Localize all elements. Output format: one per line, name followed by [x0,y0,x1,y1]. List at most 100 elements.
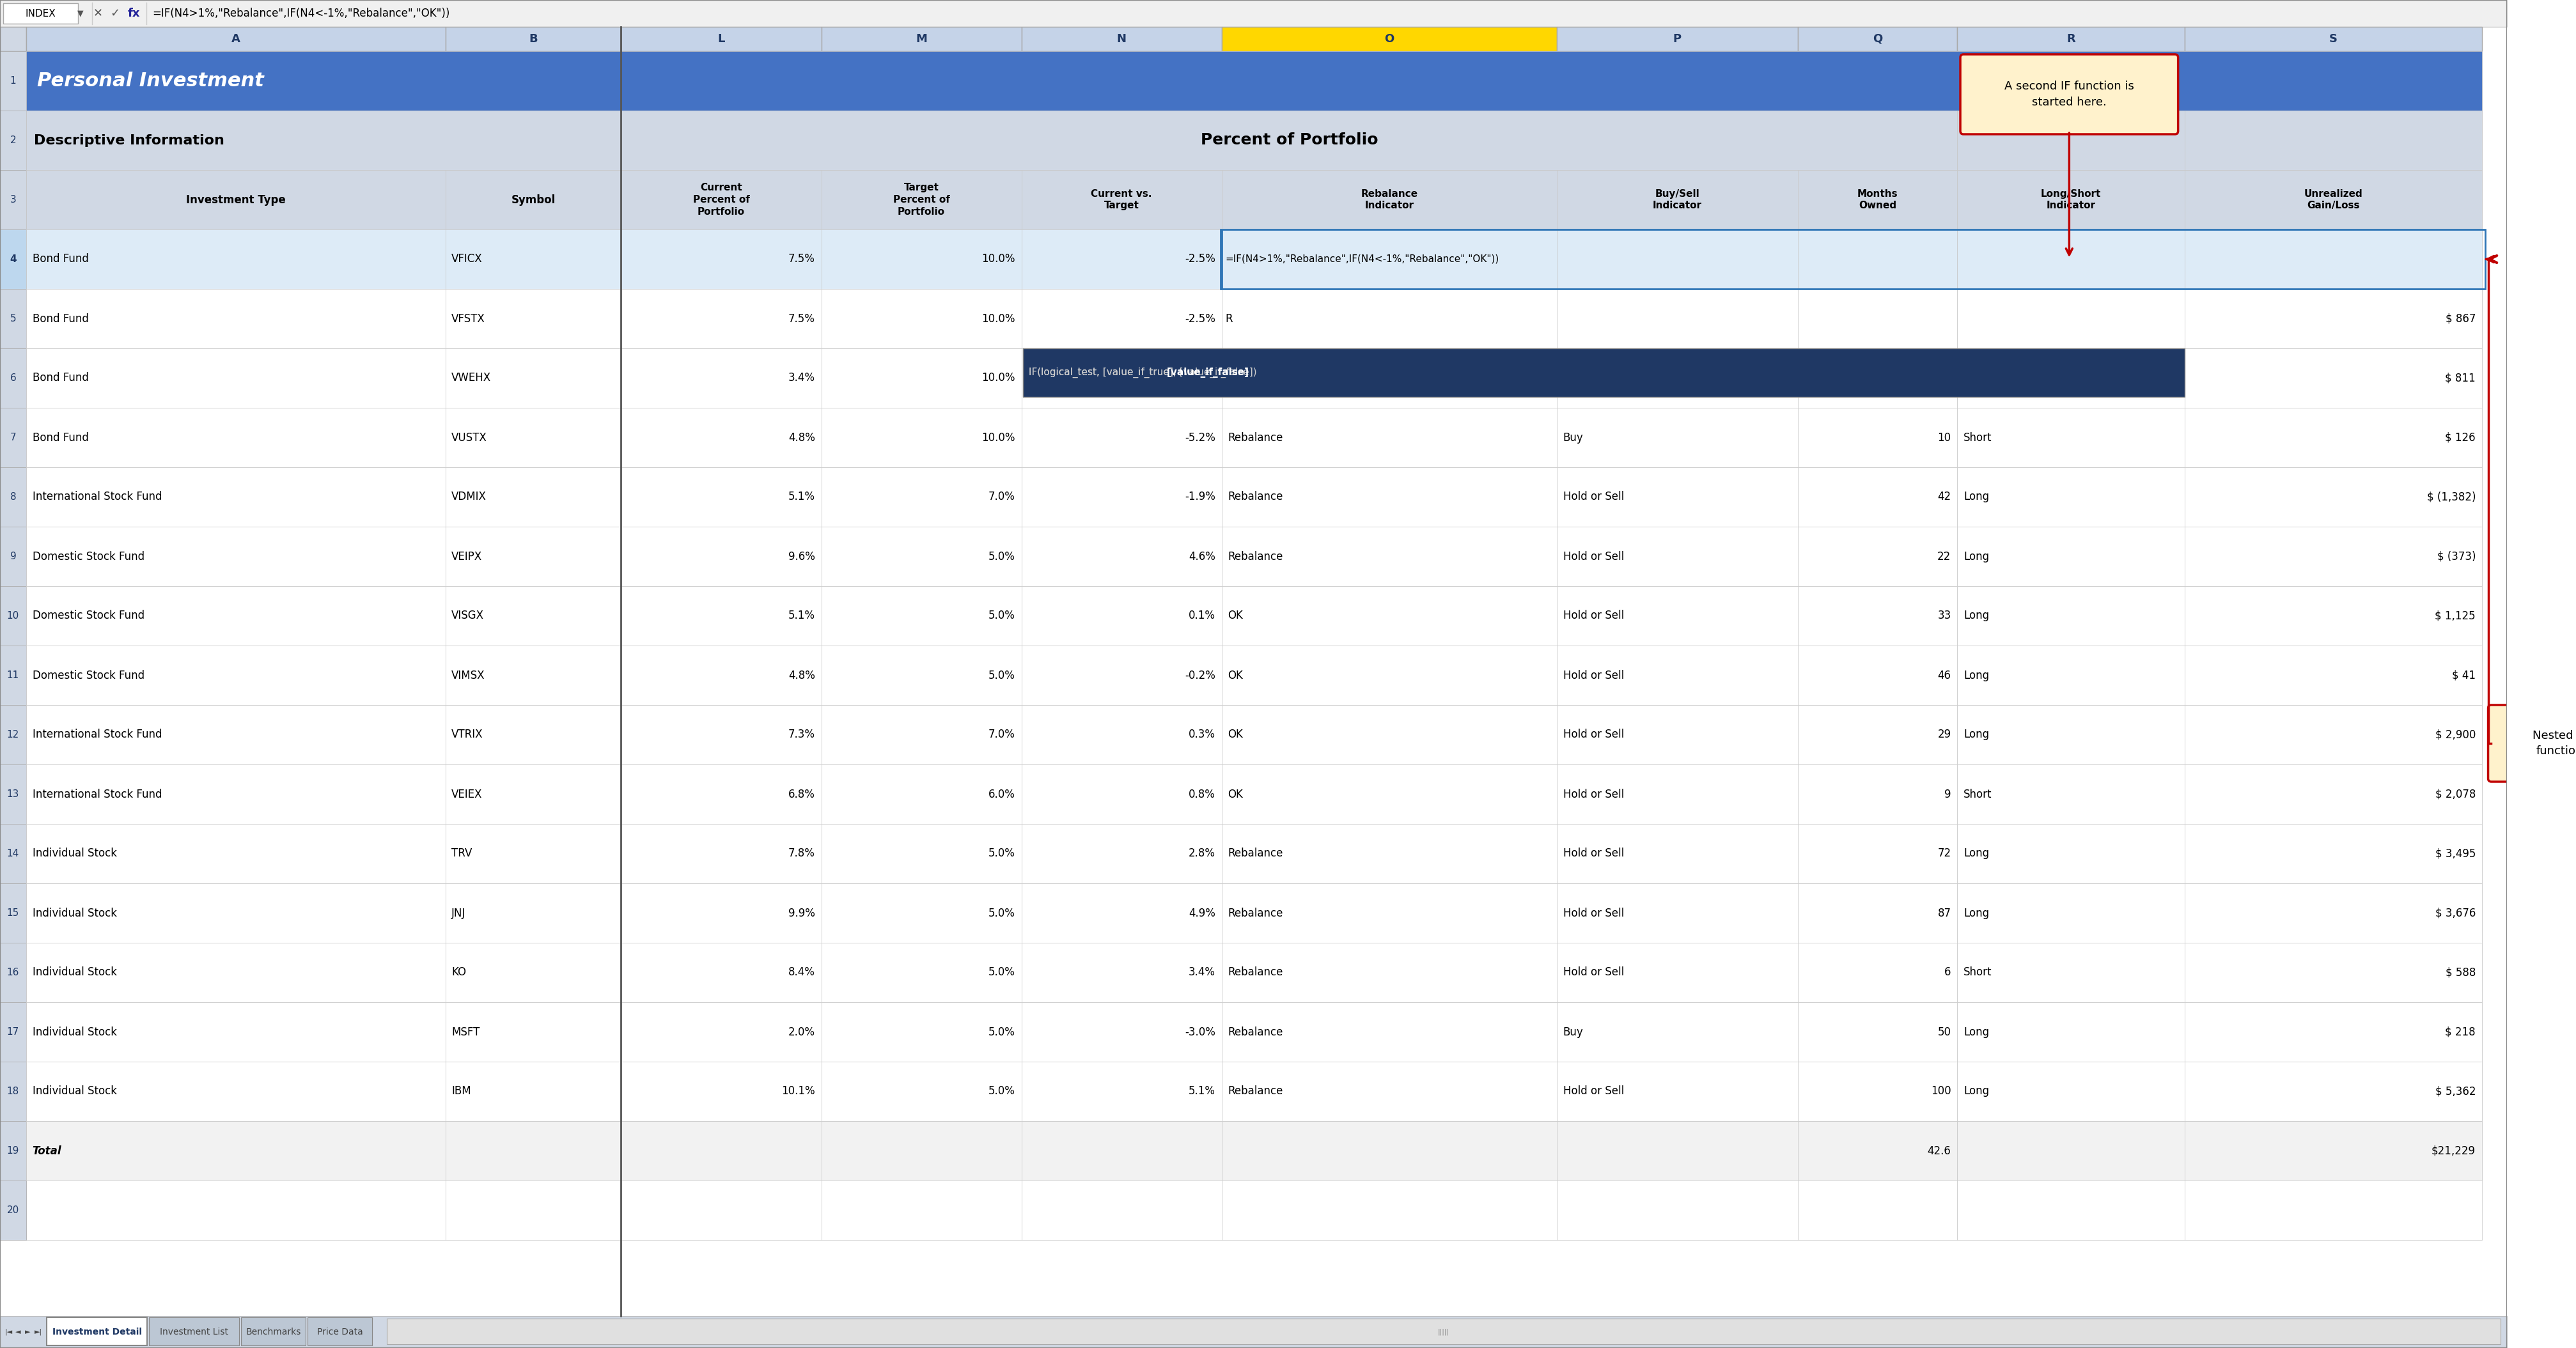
Text: Short: Short [1963,789,1991,799]
Bar [149,1317,240,1345]
Text: IBM: IBM [451,1085,471,1097]
Text: 7.5%: 7.5% [788,313,814,325]
Bar [1023,646,1221,705]
Text: Hold or Sell: Hold or Sell [1564,670,1623,681]
Bar [621,170,822,229]
Text: 18: 18 [8,1086,18,1096]
Bar [2184,288,2481,348]
Bar [1556,1002,1798,1062]
Text: Nested IF
function: Nested IF function [2532,729,2576,758]
Text: ►: ► [26,1329,31,1336]
Bar [446,468,621,527]
Bar [1958,527,2184,586]
Bar [26,824,446,883]
Text: Domestic Stock Fund: Domestic Stock Fund [33,550,144,562]
Bar [26,1062,446,1122]
Bar [26,586,446,646]
Bar [1023,408,1221,468]
Text: Rebalance: Rebalance [1229,848,1283,860]
Bar [1798,348,1958,408]
Bar [621,824,822,883]
Bar [822,1181,1023,1240]
Bar [446,111,621,170]
Bar [1556,1002,1798,1062]
Text: 10.0%: 10.0% [981,253,1015,266]
Bar [1798,527,1958,586]
Bar [446,764,621,824]
Bar [1221,1062,1556,1122]
Bar [1798,468,1958,527]
Bar [1798,408,1958,468]
Text: 2.0%: 2.0% [788,1026,814,1038]
Text: 5.0%: 5.0% [989,1085,1015,1097]
Text: Long: Long [1963,1085,1989,1097]
Text: Rebalance: Rebalance [1229,907,1283,919]
Text: 10.0%: 10.0% [981,372,1015,384]
Bar [1221,527,1556,586]
Bar [1958,883,2184,942]
Text: $ 2,078: $ 2,078 [2434,789,2476,799]
Text: 48: 48 [1937,372,1950,384]
Bar [26,468,446,527]
Bar [1958,586,2184,646]
Bar [0,288,26,348]
Bar [1556,1062,1798,1122]
Bar [26,1122,446,1181]
Bar [1023,527,1221,586]
Bar [621,1002,822,1062]
Bar [1958,170,2184,229]
Bar [822,1122,1023,1181]
Bar [446,408,621,468]
Text: Investment Detail: Investment Detail [52,1328,142,1336]
Bar [621,288,822,348]
Bar [26,51,2481,111]
Bar [1556,1122,1798,1181]
Text: Rebalance: Rebalance [1229,491,1283,503]
Text: Descriptive Information: Descriptive Information [33,133,224,147]
Bar [0,111,26,170]
Text: Total: Total [33,1144,62,1157]
Text: International Stock Fund: International Stock Fund [33,789,162,799]
Bar [26,170,446,229]
Bar [1556,764,1798,824]
Bar [1556,348,1798,408]
Bar [822,705,1023,764]
Bar [1221,27,1556,51]
Bar [1556,229,1798,288]
Bar [1221,468,1556,527]
Bar [1556,111,1798,170]
Text: Long: Long [1963,611,1989,621]
Bar [446,1181,621,1240]
Bar [2184,942,2481,1002]
Text: B: B [528,34,538,44]
Text: Current
Percent of
Portfolio: Current Percent of Portfolio [693,183,750,217]
Bar [1023,170,1221,229]
Text: Long: Long [1963,491,1989,503]
Text: 4: 4 [10,255,15,264]
Bar [446,764,621,824]
Bar [2184,348,2481,408]
Bar [822,1002,1023,1062]
Text: Investment Type: Investment Type [185,194,286,205]
Bar [0,348,26,408]
Bar [1221,586,1556,646]
Bar [1798,170,1958,229]
Bar [26,527,446,586]
Bar [1556,705,1798,764]
Bar [1023,170,1221,229]
Text: Rebalance: Rebalance [1229,1026,1283,1038]
Bar [2184,468,2481,527]
Text: $ 3,676: $ 3,676 [2434,907,2476,919]
Text: 3: 3 [10,195,15,205]
Bar [1023,883,1221,942]
Bar [1221,764,1556,824]
Bar [1958,705,2184,764]
Text: N: N [1118,34,1126,44]
Text: ▼: ▼ [75,9,82,18]
Text: 7.0%: 7.0% [989,729,1015,740]
Bar [1556,942,1798,1002]
Bar [1023,348,1221,408]
Text: VUSTX: VUSTX [451,431,487,443]
Bar [1023,586,1221,646]
Text: JNJ: JNJ [451,907,466,919]
